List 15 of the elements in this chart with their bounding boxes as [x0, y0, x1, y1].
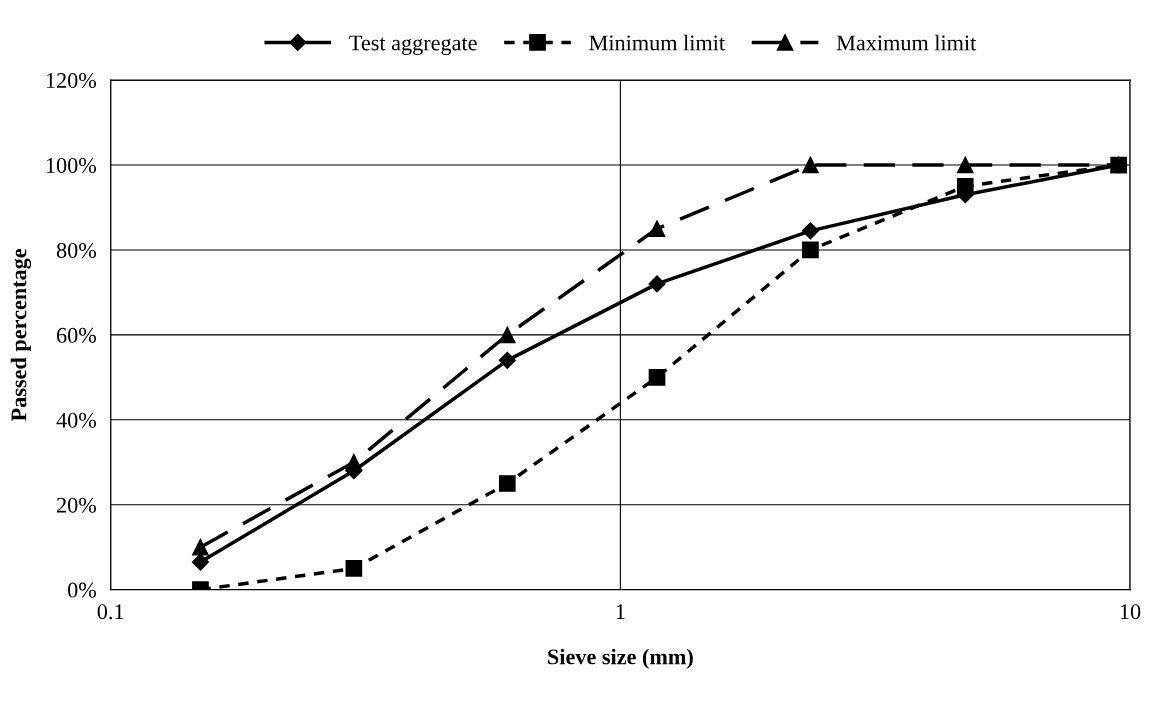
- x-axis-title: Sieve size (mm): [548, 648, 693, 669]
- y-tick-label: 100%: [46, 157, 97, 174]
- legend-label: Minimum limit: [589, 34, 725, 51]
- x-tick-label: 0.1: [97, 604, 124, 620]
- x-tick-label: 1: [616, 604, 625, 619]
- y-tick-label: 60%: [57, 327, 97, 343]
- legend-label: Maximum limit: [836, 34, 977, 51]
- y-tick-label: 120%: [46, 73, 97, 89]
- y-axis-title: Passed percentage: [10, 248, 32, 422]
- x-tick-label: 10: [1120, 604, 1141, 620]
- y-tick-label: 80%: [56, 242, 97, 258]
- y-tick-label: 0%: [68, 582, 97, 598]
- y-tick-label: 40%: [56, 412, 97, 428]
- y-tick-label: 20%: [57, 497, 97, 513]
- legend-label: Test aggregate: [349, 35, 477, 55]
